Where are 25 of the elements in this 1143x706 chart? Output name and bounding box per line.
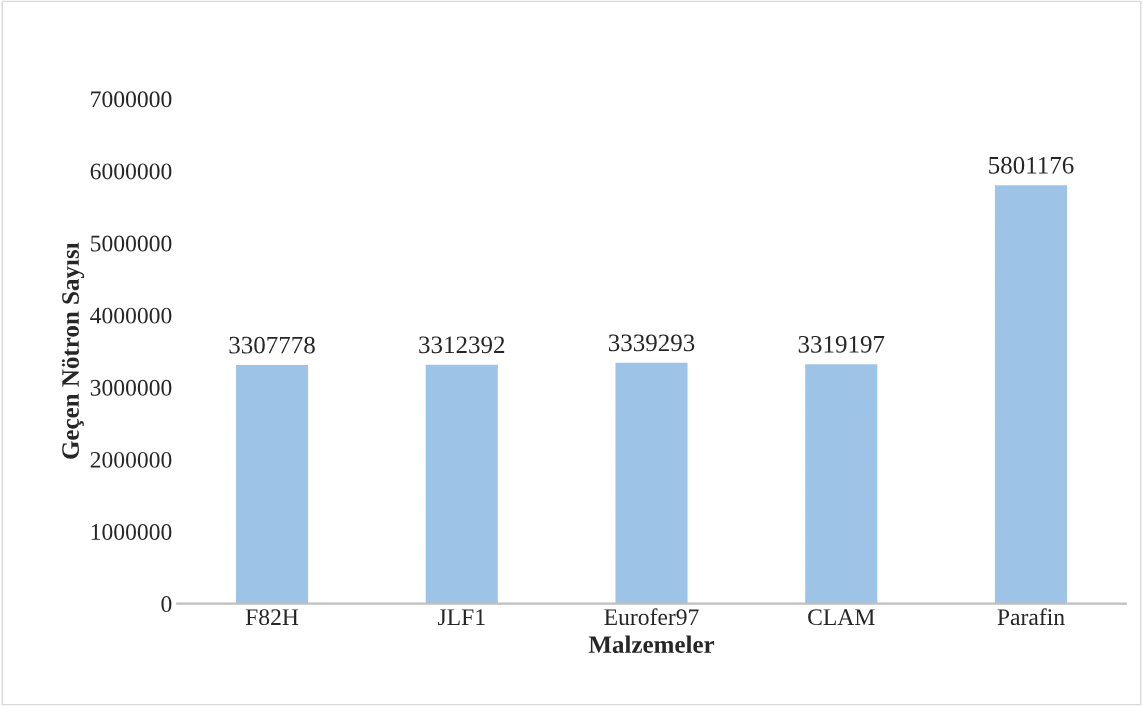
x-tick-label: Eurofer97 (604, 608, 699, 626)
y-tick-label: 2000000 (90, 451, 172, 468)
x-tick-label: CLAM (808, 609, 875, 626)
y-tick-label: 7000000 (91, 91, 172, 108)
y-tick-label: 6000000 (90, 163, 172, 180)
x-axis-title: Malzemeler (588, 635, 715, 654)
x-tick-label: F82H (245, 609, 299, 626)
x-tick-label: Parafin (997, 608, 1065, 626)
y-tick-label: 5000000 (91, 235, 172, 252)
y-axis-title: Geçen Nötron Sayısı (61, 242, 85, 459)
y-tick-label: 3000000 (90, 379, 172, 396)
x-tick-label: JLF1 (437, 609, 485, 626)
data-label: 3319197 (798, 335, 885, 353)
bar (425, 364, 498, 604)
bar (615, 362, 688, 604)
bar (805, 364, 878, 604)
data-label: 3312392 (419, 336, 505, 354)
bar (235, 365, 309, 604)
data-label: 5801176 (989, 156, 1074, 174)
data-label: 3307778 (229, 336, 315, 354)
y-tick-label: 0 (161, 596, 172, 613)
data-label: 3339293 (608, 334, 695, 352)
y-tick-label: 4000000 (90, 307, 172, 324)
bar (994, 185, 1068, 604)
y-tick-label: 1000000 (91, 524, 172, 540)
